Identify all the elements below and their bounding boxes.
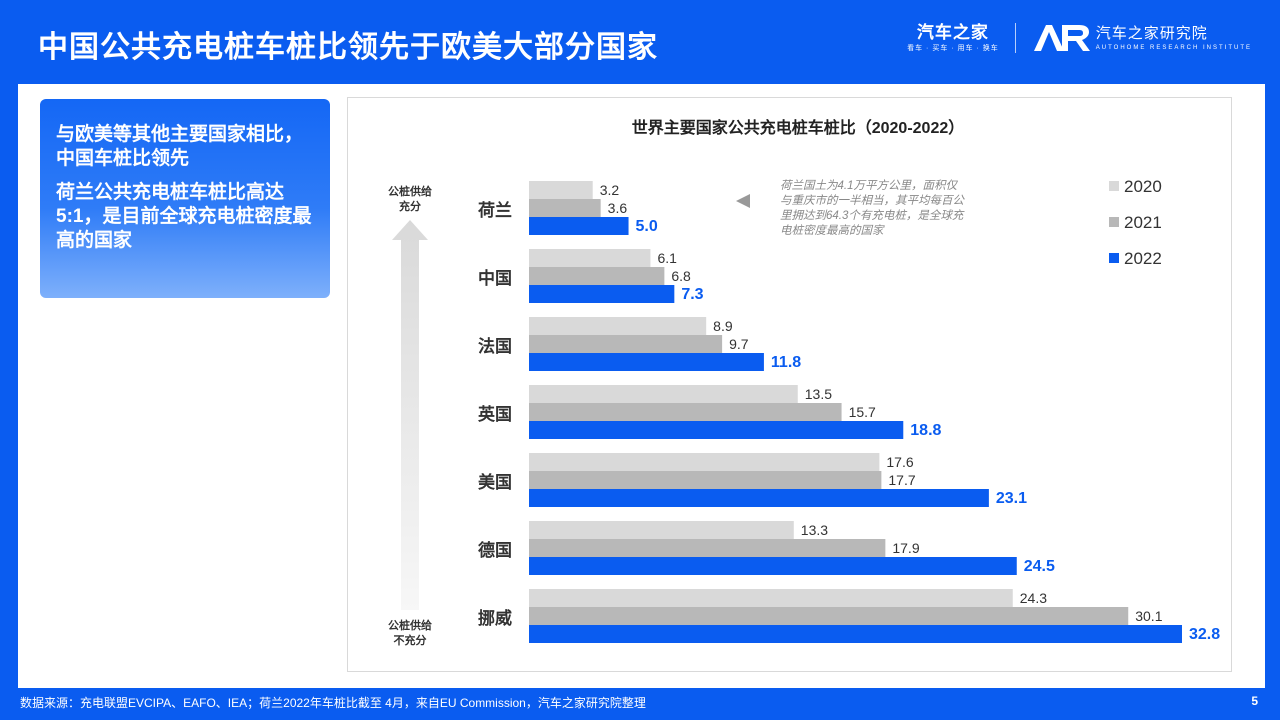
bar-德国-2022 (529, 557, 1017, 575)
bar-美国-2020 (529, 453, 880, 471)
bar-法国-2022 (529, 353, 764, 371)
brand-slogan: 看车 · 买车 · 用车 · 换车 (907, 45, 999, 52)
legend-label-2022: 2022 (1124, 249, 1162, 268)
annotation-pointer-icon (736, 194, 750, 208)
annotation-line-4: 电桩密度最高的国家 (780, 224, 885, 237)
ar-logo-icon (1033, 25, 1090, 51)
annotation: 荷兰国土为4.1万平方公里，面积仅 与重庆市的一半相当，其平均每百公 里拥达到6… (736, 179, 965, 237)
bar-美国-2021 (529, 471, 882, 489)
bar-中国-2022 (529, 285, 675, 303)
value-label-英国-2022: 18.8 (910, 422, 941, 439)
chart-frame: 世界主要国家公共充电桩车桩比（2020-2022） 公桩供给 充分 公桩供给 不… (347, 97, 1232, 672)
category-label: 中国 (478, 268, 512, 288)
bar-英国-2021 (529, 403, 842, 421)
bar-挪威-2022 (529, 625, 1182, 643)
brand-name: 汽车之家 (916, 23, 989, 42)
bars-layer: 荷兰 3.2 3.6 5.0 中国 6.1 6.8 7.3 法国 8.9 9.7 11.8 英国 13.5… (478, 181, 1220, 643)
annotation-line-3: 里拥达到64.3个有充电桩，是全球充 (780, 209, 965, 222)
axis-direction-indicator: 公桩供给 充分 公桩供给 不充分 (388, 184, 432, 647)
value-label-英国-2020: 13.5 (805, 386, 832, 402)
up-arrow-icon (392, 220, 428, 610)
chart-title: 世界主要国家公共充电桩车桩比（2020-2022） (632, 118, 965, 137)
key-findings-callout: 与欧美等其他主要国家相比，中国车桩比领先 荷兰公共充电桩车桩比高达5:1，是目前… (40, 99, 330, 298)
bar-英国-2020 (529, 385, 798, 403)
value-label-中国-2022: 7.3 (681, 286, 703, 303)
value-label-荷兰-2022: 5.0 (636, 218, 658, 235)
institute-subtitle: AUTOHOME RESEARCH INSTITUTE (1095, 44, 1252, 51)
category-label: 德国 (478, 540, 512, 560)
bar-荷兰-2020 (529, 181, 593, 199)
institute-name: 汽车之家研究院 (1095, 24, 1208, 42)
value-label-中国-2021: 6.8 (671, 268, 691, 284)
data-source-note: 数据来源：充电联盟EVCIPA、EAFO、IEA；荷兰2022年车桩比截至 4月… (20, 696, 646, 710)
axis-bottom-label-line2: 不充分 (394, 633, 427, 647)
page-number: 5 (1251, 694, 1258, 708)
bar-中国-2020 (529, 249, 651, 267)
legend-swatch-2022 (1109, 253, 1119, 263)
category-label: 美国 (478, 472, 512, 492)
bar-德国-2021 (529, 539, 886, 557)
legend-label-2020: 2020 (1124, 177, 1162, 196)
bar-chart: 世界主要国家公共充电桩车桩比（2020-2022） 公桩供给 充分 公桩供给 不… (388, 118, 1220, 647)
finding-1: 与欧美等其他主要国家相比，中国车桩比领先 (56, 124, 304, 169)
page-title: 中国公共充电桩车桩比领先于欧美大部分国家 (38, 31, 658, 64)
bar-英国-2022 (529, 421, 904, 439)
value-label-荷兰-2020: 3.2 (600, 182, 620, 198)
value-label-挪威-2020: 24.3 (1020, 590, 1047, 606)
value-label-英国-2021: 15.7 (849, 404, 876, 420)
value-label-法国-2022: 11.8 (771, 354, 801, 371)
value-label-挪威-2022: 32.8 (1189, 626, 1220, 643)
value-label-中国-2020: 6.1 (657, 250, 677, 266)
autohome-logo: 汽车之家 看车 · 买车 · 用车 · 换车 (907, 24, 999, 52)
bar-中国-2021 (529, 267, 665, 285)
category-label: 荷兰 (478, 200, 512, 220)
bar-荷兰-2022 (529, 217, 629, 235)
bar-荷兰-2021 (529, 199, 601, 217)
value-label-德国-2020: 13.3 (801, 522, 828, 538)
value-label-美国-2022: 23.1 (996, 490, 1027, 507)
value-label-德国-2021: 17.9 (892, 540, 919, 556)
value-label-荷兰-2021: 3.6 (608, 200, 628, 216)
bar-德国-2020 (529, 521, 794, 539)
axis-top-label-line1: 公桩供给 (388, 184, 432, 198)
bar-挪威-2021 (529, 607, 1129, 625)
brand-divider (1014, 23, 1016, 53)
legend-swatch-2021 (1109, 217, 1119, 227)
value-label-法国-2020: 8.9 (713, 318, 733, 334)
axis-top-label-line2: 充分 (399, 199, 421, 213)
annotation-line-1: 荷兰国土为4.1万平方公里，面积仅 (780, 179, 958, 192)
value-label-美国-2021: 17.7 (888, 472, 915, 488)
annotation-line-2: 与重庆市的一半相当，其平均每百公 (780, 194, 965, 207)
category-label: 挪威 (478, 608, 512, 628)
value-label-美国-2020: 17.6 (886, 454, 913, 470)
content-panel: 与欧美等其他主要国家相比，中国车桩比领先 荷兰公共充电桩车桩比高达5:1，是目前… (18, 84, 1265, 688)
finding-2: 荷兰公共充电桩车桩比高达5:1，是目前全球充电桩密度最高的国家 (56, 182, 312, 251)
institute-logo: 汽车之家研究院 AUTOHOME RESEARCH INSTITUTE (1032, 23, 1252, 53)
chart-legend: 2020 2021 2022 (1109, 177, 1162, 268)
bar-美国-2022 (529, 489, 989, 507)
legend-label-2021: 2021 (1124, 213, 1162, 232)
value-label-德国-2022: 24.5 (1024, 558, 1055, 575)
legend-swatch-2020 (1109, 181, 1119, 191)
bar-挪威-2020 (529, 589, 1013, 607)
axis-bottom-label-line1: 公桩供给 (388, 618, 432, 632)
category-label: 法国 (478, 336, 512, 356)
category-label: 英国 (478, 404, 512, 424)
bar-法国-2021 (529, 335, 723, 353)
value-label-挪威-2021: 30.1 (1135, 608, 1162, 624)
value-label-法国-2021: 9.7 (729, 336, 749, 352)
brand-logos: 汽车之家 看车 · 买车 · 用车 · 换车 汽车之家研究院 AUTOHOME … (907, 18, 1252, 58)
bar-法国-2020 (529, 317, 707, 335)
